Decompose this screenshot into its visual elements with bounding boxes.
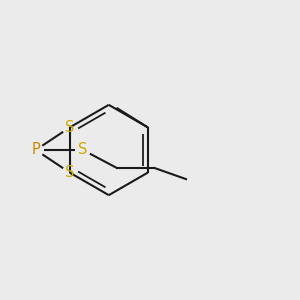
Text: S: S — [65, 165, 74, 180]
Text: S: S — [78, 142, 88, 158]
Text: P: P — [32, 142, 40, 158]
Text: S: S — [65, 120, 74, 135]
